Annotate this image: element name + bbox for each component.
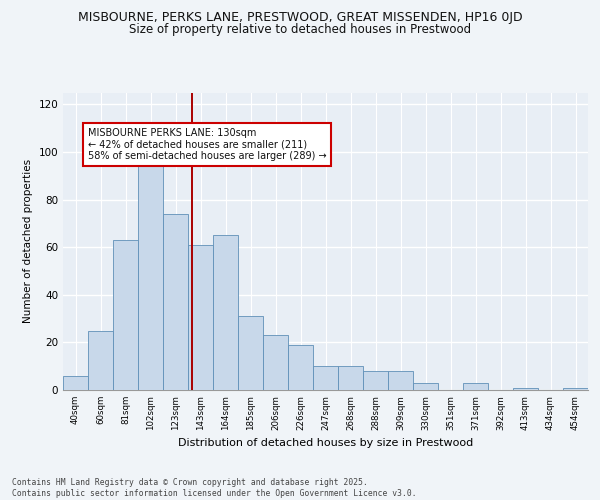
Text: Contains HM Land Registry data © Crown copyright and database right 2025.
Contai: Contains HM Land Registry data © Crown c… xyxy=(12,478,416,498)
Bar xyxy=(188,245,213,390)
Bar xyxy=(413,383,438,390)
Text: MISBOURNE PERKS LANE: 130sqm
← 42% of detached houses are smaller (211)
58% of s: MISBOURNE PERKS LANE: 130sqm ← 42% of de… xyxy=(88,128,326,162)
Bar xyxy=(263,336,288,390)
Bar xyxy=(338,366,363,390)
Bar xyxy=(238,316,263,390)
Text: MISBOURNE, PERKS LANE, PRESTWOOD, GREAT MISSENDEN, HP16 0JD: MISBOURNE, PERKS LANE, PRESTWOOD, GREAT … xyxy=(77,11,523,24)
Bar xyxy=(88,330,113,390)
Bar xyxy=(213,236,238,390)
Text: Size of property relative to detached houses in Prestwood: Size of property relative to detached ho… xyxy=(129,22,471,36)
Bar xyxy=(163,214,188,390)
Bar xyxy=(313,366,338,390)
Bar xyxy=(463,383,488,390)
Bar xyxy=(388,371,413,390)
Bar xyxy=(513,388,538,390)
Bar xyxy=(63,376,88,390)
Bar xyxy=(563,388,588,390)
X-axis label: Distribution of detached houses by size in Prestwood: Distribution of detached houses by size … xyxy=(178,438,473,448)
Bar xyxy=(113,240,138,390)
Y-axis label: Number of detached properties: Number of detached properties xyxy=(23,159,33,324)
Bar xyxy=(288,345,313,390)
Bar xyxy=(363,371,388,390)
Bar xyxy=(138,166,163,390)
